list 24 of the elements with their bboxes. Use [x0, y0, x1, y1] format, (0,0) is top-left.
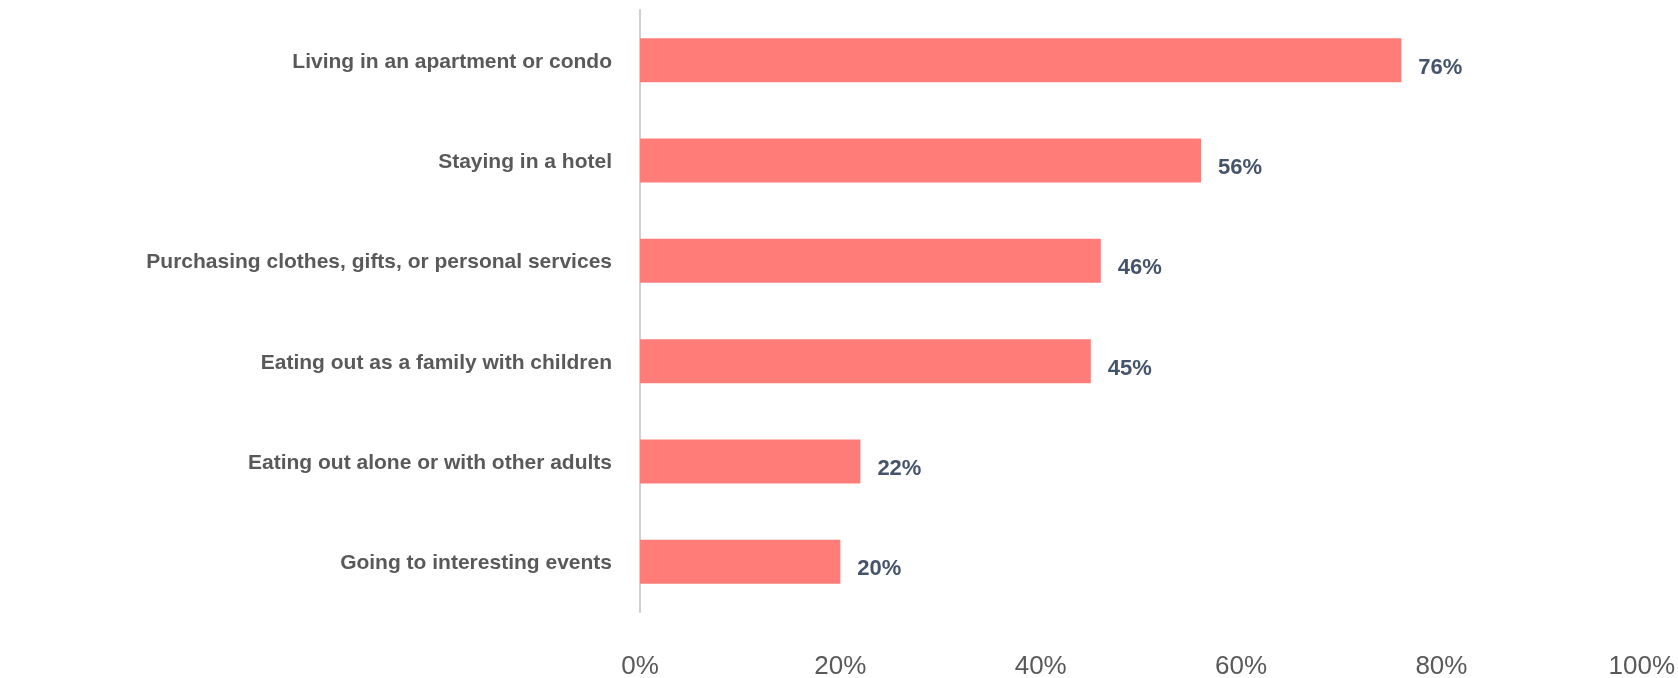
x-tick-label: 80%	[1415, 650, 1468, 678]
data-label: 22%	[877, 455, 922, 480]
bar	[640, 339, 1091, 384]
data-label: 76%	[1418, 53, 1463, 79]
y-tick-label: Eating out alone or with other adults	[247, 450, 612, 473]
x-tick-label: 100%	[1608, 650, 1675, 678]
bar	[640, 38, 1402, 83]
y-tick-label: Eating out as a family with children	[260, 349, 612, 373]
bar	[640, 138, 1201, 183]
data-label: 56%	[1217, 154, 1263, 179]
x-tick-label: 0%	[621, 650, 659, 678]
y-tick-label: Going to interesting events	[340, 550, 612, 574]
y-tick-label: Living in an apartment or condo	[292, 48, 612, 72]
data-label: 20%	[857, 555, 902, 581]
y-tick-label: Purchasing clothes, gifts, or personal services	[146, 249, 612, 273]
data-label: 46%	[1117, 254, 1162, 280]
x-tick-label: 40%	[1014, 650, 1067, 678]
bar	[640, 539, 841, 584]
data-label: 45%	[1107, 354, 1152, 380]
bar	[640, 439, 861, 484]
y-tick-label: Staying in a hotel	[438, 149, 612, 172]
x-tick-label: 20%	[814, 650, 867, 678]
x-tick-label: 60%	[1215, 650, 1268, 678]
bar	[640, 238, 1101, 283]
